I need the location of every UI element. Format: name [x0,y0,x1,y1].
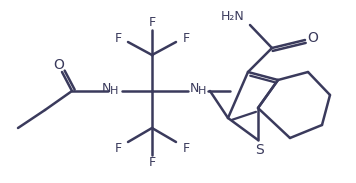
Text: N: N [101,81,111,94]
Text: H: H [110,86,118,96]
Text: F: F [148,16,156,29]
Text: N: N [189,81,199,94]
Text: F: F [182,31,189,44]
Text: O: O [53,58,64,72]
Text: O: O [308,31,318,45]
Text: H₂N: H₂N [220,10,244,23]
Text: F: F [148,156,156,169]
Text: H: H [198,86,206,96]
Text: F: F [114,31,121,44]
Text: F: F [182,141,189,154]
Text: S: S [256,143,265,157]
Text: F: F [114,141,121,154]
